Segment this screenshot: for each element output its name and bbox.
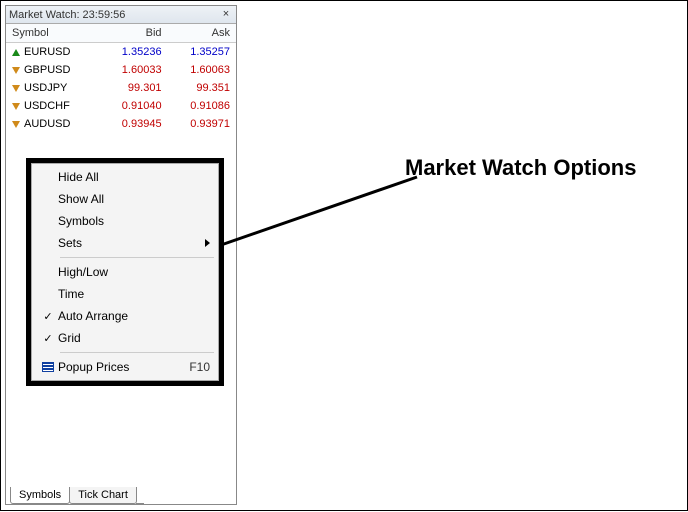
chevron-right-icon xyxy=(205,239,210,247)
menu-popup-prices[interactable]: Popup Prices F10 xyxy=(34,356,216,378)
direction-down-icon xyxy=(12,121,20,128)
ask-cell: 1.35257 xyxy=(168,43,236,62)
bid-cell: 99.301 xyxy=(99,79,167,97)
bid-cell: 0.93945 xyxy=(99,115,167,133)
title-bar: Market Watch: 23:59:56 × xyxy=(6,6,236,24)
symbol-cell: USDCHF xyxy=(6,97,99,115)
check-icon: ✓ xyxy=(38,332,58,345)
ask-cell: 0.93971 xyxy=(168,115,236,133)
menu-separator xyxy=(60,257,214,258)
menu-show-all[interactable]: Show All xyxy=(34,188,216,210)
tab-symbols[interactable]: Symbols xyxy=(10,487,70,504)
menu-time[interactable]: Time xyxy=(34,283,216,305)
ask-cell: 1.60063 xyxy=(168,61,236,79)
symbol-cell: AUDUSD xyxy=(6,115,99,133)
bid-cell: 0.91040 xyxy=(99,97,167,115)
menu-auto-arrange[interactable]: ✓ Auto Arrange xyxy=(34,305,216,327)
tab-bar: Symbols Tick Chart xyxy=(6,484,236,504)
window-title: Market Watch: 23:59:56 xyxy=(9,9,219,21)
popup-prices-icon xyxy=(42,362,54,372)
bid-cell: 1.35236 xyxy=(99,43,167,62)
table-row[interactable]: GBPUSD1.600331.60063 xyxy=(6,61,236,79)
direction-down-icon xyxy=(12,67,20,74)
symbol-cell: USDJPY xyxy=(6,79,99,97)
menu-hide-all[interactable]: Hide All xyxy=(34,166,216,188)
quotes-table: Symbol Bid Ask EURUSD1.352361.35257GBPUS… xyxy=(6,24,236,133)
market-watch-panel: Market Watch: 23:59:56 × Symbol Bid Ask … xyxy=(5,5,237,505)
direction-down-icon xyxy=(12,103,20,110)
menu-high-low[interactable]: High/Low xyxy=(34,261,216,283)
close-icon[interactable]: × xyxy=(219,8,233,22)
context-menu-highlight: Hide All Show All Symbols Sets High/Low xyxy=(26,158,224,386)
direction-down-icon xyxy=(12,85,20,92)
table-row[interactable]: USDCHF0.910400.91086 xyxy=(6,97,236,115)
col-bid[interactable]: Bid xyxy=(99,24,167,43)
callout-label: Market Watch Options xyxy=(405,155,636,181)
context-menu: Hide All Show All Symbols Sets High/Low xyxy=(31,163,219,381)
ask-cell: 99.351 xyxy=(168,79,236,97)
bid-cell: 1.60033 xyxy=(99,61,167,79)
menu-sets[interactable]: Sets xyxy=(34,232,216,254)
symbol-cell: EURUSD xyxy=(6,43,99,62)
tab-tick-chart[interactable]: Tick Chart xyxy=(69,487,137,504)
table-row[interactable]: AUDUSD0.939450.93971 xyxy=(6,115,236,133)
table-row[interactable]: USDJPY99.30199.351 xyxy=(6,79,236,97)
col-symbol[interactable]: Symbol xyxy=(6,24,99,43)
table-row[interactable]: EURUSD1.352361.35257 xyxy=(6,43,236,62)
menu-symbols[interactable]: Symbols xyxy=(34,210,216,232)
symbol-cell: GBPUSD xyxy=(6,61,99,79)
direction-up-icon xyxy=(12,49,20,56)
menu-separator xyxy=(60,352,214,353)
check-icon: ✓ xyxy=(38,310,58,323)
col-ask[interactable]: Ask xyxy=(168,24,236,43)
menu-grid[interactable]: ✓ Grid xyxy=(34,327,216,349)
ask-cell: 0.91086 xyxy=(168,97,236,115)
